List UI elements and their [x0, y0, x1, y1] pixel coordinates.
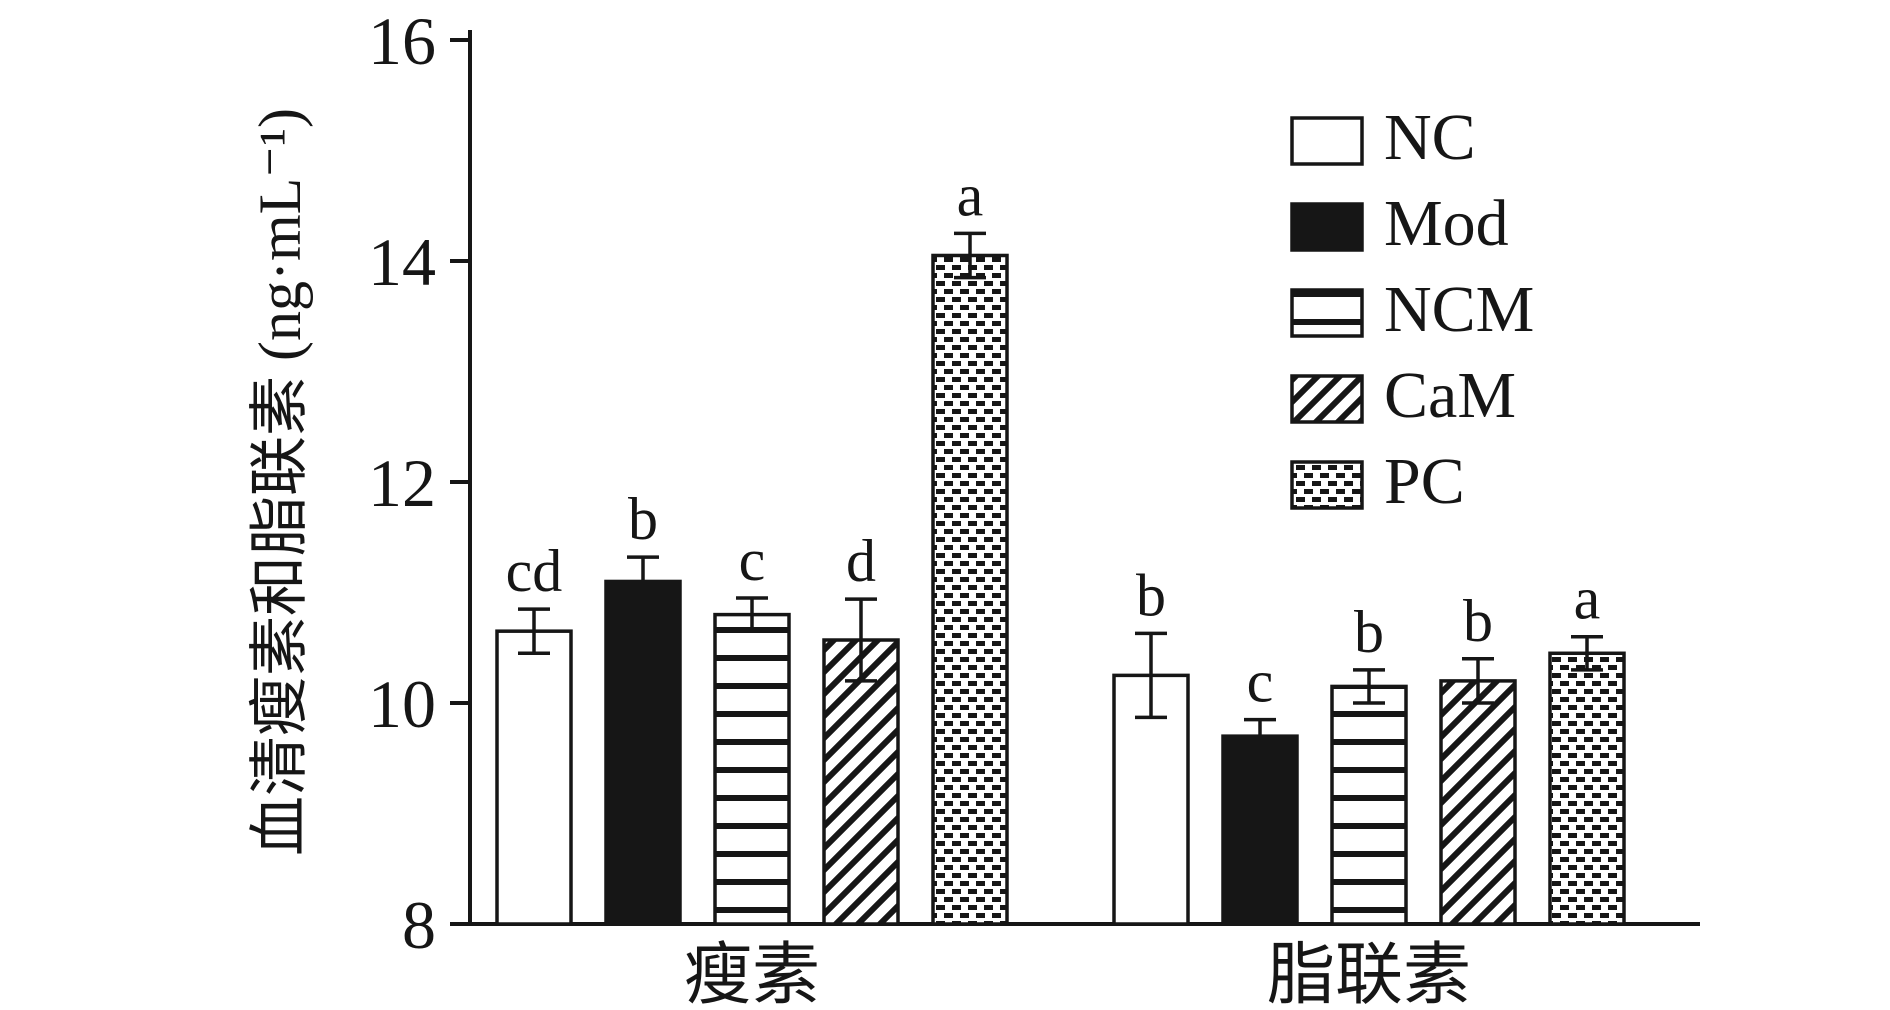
- category-label-adiponectin: 脂联素: [1267, 937, 1471, 1010]
- sig-letter-NCM-0: c: [739, 527, 766, 593]
- bar-NC-0: [495, 629, 573, 926]
- bar-Mod-1: [1221, 734, 1299, 926]
- legend-swatch-NC: [1290, 116, 1364, 166]
- bar-NCM-0: [713, 612, 791, 926]
- legend-swatch-PC: [1290, 460, 1364, 510]
- sig-letter-Mod-1: c: [1247, 649, 1274, 715]
- y-tick-label: 10: [368, 666, 436, 742]
- y-tick-label: 16: [368, 3, 436, 79]
- bar-PC-1: [1548, 651, 1626, 926]
- bar-PC-0: [931, 253, 1009, 926]
- sig-letter-PC-1: a: [1574, 566, 1601, 632]
- bar-NCM-1: [1330, 684, 1408, 926]
- category-label-leptin: 瘦素: [684, 937, 820, 1010]
- y-tick-label: 12: [368, 445, 436, 521]
- bar-Mod-0: [604, 579, 682, 926]
- legend: NC Mod NCM CaM PC: [1290, 101, 1534, 518]
- legend-swatch-Mod: [1290, 202, 1364, 252]
- bar-CaM-0: [822, 638, 900, 926]
- legend-label-Mod: Mod: [1384, 187, 1509, 260]
- sig-letter-NC-0: cd: [506, 538, 563, 604]
- y-axis-title: 血清瘦素和脂联素 (ng·mL⁻¹): [247, 108, 313, 856]
- legend-swatch-NCM: [1290, 288, 1364, 338]
- sig-letter-NC-1: b: [1136, 562, 1166, 628]
- legend-swatch-CaM: [1290, 374, 1364, 424]
- legend-label-PC: PC: [1384, 445, 1465, 518]
- sig-letter-PC-0: a: [957, 162, 984, 228]
- y-tick-label: 14: [368, 224, 436, 300]
- legend-label-NCM: NCM: [1384, 273, 1534, 346]
- legend-label-NC: NC: [1384, 101, 1476, 174]
- sig-letter-Mod-0: b: [628, 486, 658, 552]
- sig-letter-CaM-1: b: [1463, 588, 1493, 654]
- bar-CaM-1: [1439, 679, 1517, 926]
- sig-letter-CaM-0: d: [846, 528, 876, 594]
- y-tick-label: 8: [402, 887, 436, 963]
- sig-letter-NCM-1: b: [1354, 599, 1384, 665]
- legend-label-CaM: CaM: [1384, 359, 1516, 432]
